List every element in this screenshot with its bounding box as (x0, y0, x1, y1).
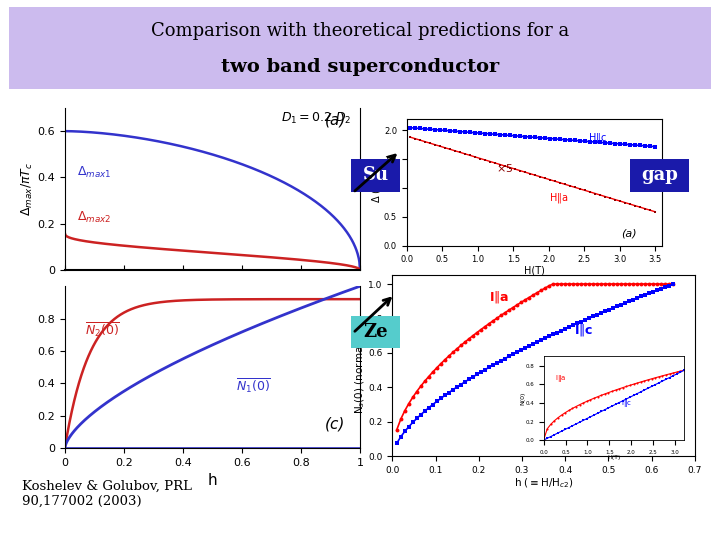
Text: two band superconductor: two band superconductor (221, 58, 499, 77)
Text: Comparison with theoretical predictions for a: Comparison with theoretical predictions … (151, 22, 569, 40)
Text: (a): (a) (621, 229, 637, 239)
Text: Koshelev & Golubov, PRL
90,177002 (2003): Koshelev & Golubov, PRL 90,177002 (2003) (22, 480, 192, 508)
Text: $\times$5: $\times$5 (495, 162, 513, 174)
Y-axis label: N(0): N(0) (520, 392, 525, 405)
Text: $\overline{N_1(0)}$: $\overline{N_1(0)}$ (236, 377, 271, 395)
Y-axis label: $\Delta$ (meV): $\Delta$ (meV) (369, 162, 382, 202)
Text: (a): (a) (325, 112, 346, 127)
Text: I$\|$a: I$\|$a (489, 289, 510, 305)
Text: H$\|$c: H$\|$c (588, 131, 607, 145)
Text: Su: Su (363, 166, 389, 185)
X-axis label: h ($\equiv$H/H$_{c2}$): h ($\equiv$H/H$_{c2}$) (514, 476, 573, 490)
FancyBboxPatch shape (351, 316, 400, 348)
X-axis label: H(T): H(T) (607, 455, 621, 460)
Text: $\Delta_{max2}$: $\Delta_{max2}$ (76, 211, 111, 226)
Y-axis label: N$_s$(0) (normalised): N$_s$(0) (normalised) (354, 318, 367, 414)
Text: Ze: Ze (364, 323, 388, 341)
Text: I$\|$c: I$\|$c (621, 398, 631, 409)
Text: H$\|$a: H$\|$a (549, 191, 568, 205)
X-axis label: H(T): H(T) (524, 266, 545, 276)
FancyBboxPatch shape (9, 7, 711, 89)
FancyBboxPatch shape (630, 159, 689, 192)
Y-axis label: $\Delta_{max}/\pi T_c$: $\Delta_{max}/\pi T_c$ (19, 162, 35, 216)
Text: $\overline{N_2(0)}$: $\overline{N_2(0)}$ (86, 320, 120, 339)
Text: $D_1 = 0.2\ D_2$: $D_1 = 0.2\ D_2$ (281, 111, 351, 126)
Text: I$\|$c: I$\|$c (574, 322, 593, 338)
Text: I$\|$a: I$\|$a (555, 373, 566, 384)
Text: $\Delta_{max1}$: $\Delta_{max1}$ (76, 165, 111, 180)
X-axis label: h: h (207, 474, 217, 489)
FancyBboxPatch shape (351, 159, 400, 192)
Text: gap: gap (641, 166, 678, 185)
Text: (c): (c) (325, 417, 345, 432)
